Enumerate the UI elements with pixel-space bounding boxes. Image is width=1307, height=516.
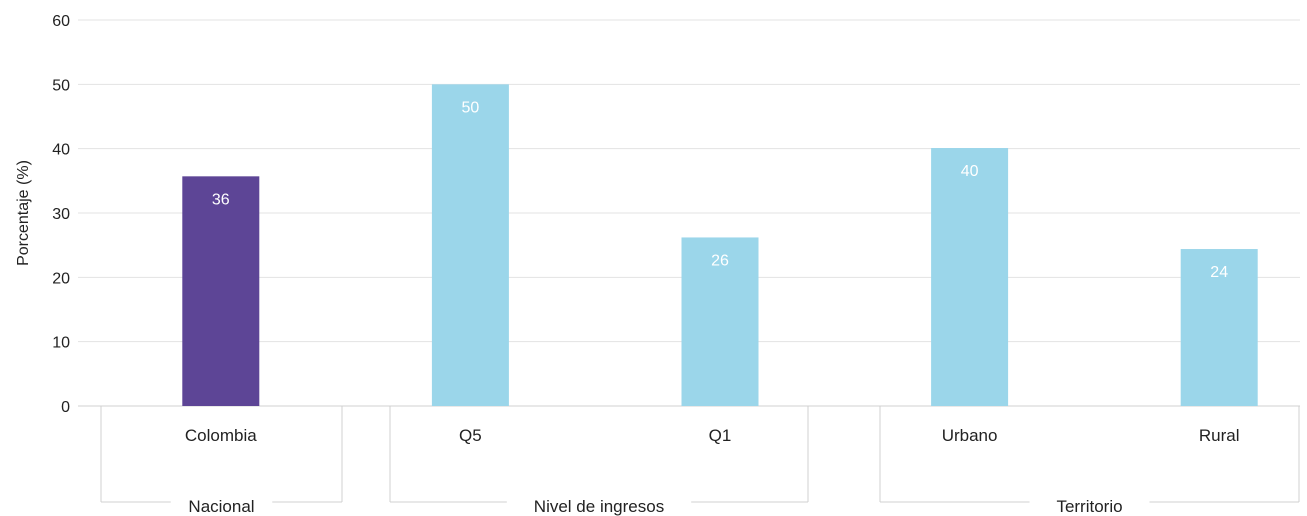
y-tick-label: 20	[52, 270, 70, 287]
y-tick-label: 60	[52, 13, 70, 30]
x-tick-label: Colombia	[185, 426, 257, 445]
y-tick-label: 0	[61, 399, 70, 416]
y-tick-label: 10	[52, 335, 70, 352]
group-label: Nivel de ingresos	[534, 497, 664, 516]
group-label: Territorio	[1056, 497, 1122, 516]
bar-rural	[1180, 249, 1258, 406]
y-tick-label: 40	[52, 142, 70, 159]
bars: 36 50 26 40 24	[182, 84, 1258, 407]
x-tick-label: Urbano	[942, 426, 998, 445]
data-label: 26	[711, 252, 729, 269]
x-tick-label: Rural	[1199, 426, 1240, 445]
y-axis-label: Porcentaje (%)	[15, 160, 32, 266]
data-label: 36	[212, 191, 230, 208]
data-label: 24	[1210, 264, 1228, 281]
group-label: Nacional	[188, 497, 254, 516]
bar-colombia	[182, 176, 260, 406]
x-tick-label: Q1	[709, 426, 732, 445]
bar-q5	[431, 84, 509, 406]
bar-q1	[681, 237, 759, 406]
x-axis: Colombia Q5 Q1 Urbano Rural Nacional Nivel de …	[100, 406, 1300, 516]
data-label: 40	[961, 163, 979, 180]
y-tick-label: 50	[52, 77, 70, 94]
y-tick-label: 30	[52, 206, 70, 223]
x-tick-label: Q5	[459, 426, 482, 445]
y-axis-ticks: 0 10 20 30 40 50 60	[52, 13, 70, 416]
data-label: 50	[462, 99, 480, 116]
bar-urbano	[931, 148, 1009, 407]
